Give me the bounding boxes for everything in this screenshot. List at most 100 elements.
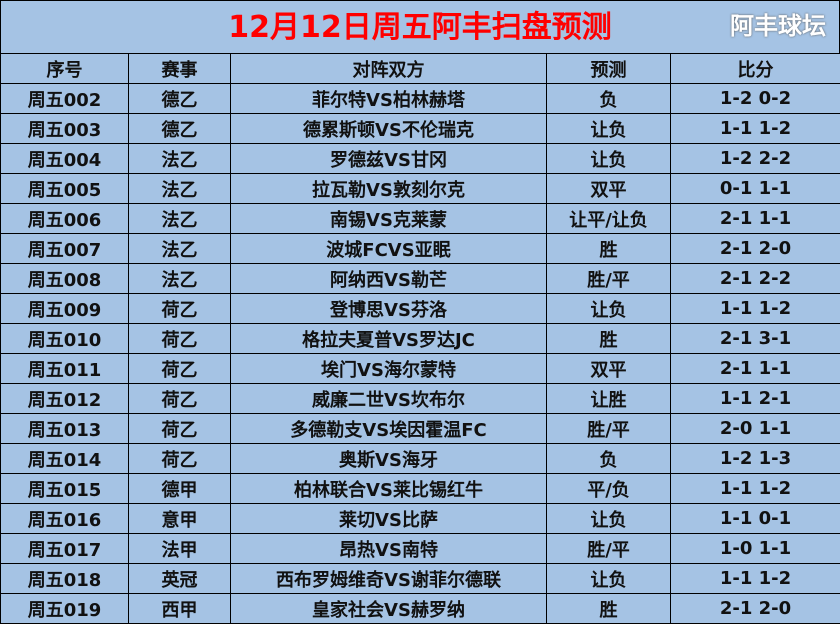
matchup-cell: 多德勒支VS埃因霍温FC [230,413,547,444]
prediction-cell: 让胜 [546,383,671,414]
league-cell: 法乙 [128,263,231,294]
match-index-cell: 周五005 [0,173,129,204]
header-row: 序号 赛事 对阵双方 预测 比分 [0,53,840,84]
header-index: 序号 [0,53,129,84]
score-cell: 1-0 1-1 [670,533,840,564]
league-cell: 法甲 [128,533,231,564]
league-cell: 荷乙 [128,323,231,354]
score-cell: 2-1 2-0 [670,233,840,264]
prediction-cell: 胜 [546,233,671,264]
table-row: 周五009 荷乙 登博思VS芬洛 让负 1-1 1-2 [0,293,840,324]
score-cell: 1-1 1-2 [670,113,840,144]
score-cell: 1-2 1-3 [670,443,840,474]
header-score: 比分 [670,53,840,84]
prediction-cell: 负 [546,83,671,114]
league-cell: 意甲 [128,503,231,534]
prediction-table: 序号 赛事 对阵双方 预测 比分 周五002 德乙 菲尔特VS柏林赫塔负 1-2 0-… [0,53,840,624]
table-row: 周五012 荷乙 威廉二世VS坎布尔 让胜 1-1 2-1 [0,383,840,414]
prediction-cell: 让负 [546,293,671,324]
league-cell: 西甲 [128,593,231,624]
matchup-cell: 皇家社会VS赫罗纳 [230,593,547,624]
prediction-cell: 胜 [546,593,671,624]
table-row: 周五007 法乙 波城FCVS亚眠胜 2-1 2-0 [0,233,840,264]
table-row: 周五013 荷乙 多德勒支VS埃因霍温FC 胜/平 2-0 1-1 [0,413,840,444]
match-index-cell: 周五008 [0,263,129,294]
prediction-cell: 让负 [546,143,671,174]
match-index-cell: 周五013 [0,413,129,444]
league-cell: 荷乙 [128,383,231,414]
score-cell: 1-1 1-2 [670,473,840,504]
matchup-cell: 奥斯VS海牙 [230,443,547,474]
league-cell: 德乙 [128,113,231,144]
table-row: 周五004 法乙 罗德兹VS甘冈 让负 1-2 2-2 [0,143,840,174]
match-index-cell: 周五018 [0,563,129,594]
league-cell: 法乙 [128,143,231,174]
prediction-cell: 胜/平 [546,413,671,444]
prediction-cell: 胜/平 [546,533,671,564]
match-index-cell: 周五007 [0,233,129,264]
match-index-cell: 周五002 [0,83,129,114]
prediction-cell: 让平/让负 [546,203,671,234]
header-league: 赛事 [128,53,231,84]
prediction-cell: 让负 [546,113,671,144]
score-cell: 2-1 3-1 [670,323,840,354]
score-cell: 2-1 1-1 [670,203,840,234]
league-cell: 法乙 [128,173,231,204]
matchup-cell: 昂热VS南特 [230,533,547,564]
matchup-cell: 格拉夫夏普VS罗达JC [230,323,547,354]
match-index-cell: 周五019 [0,593,129,624]
table-row: 周五002 德乙 菲尔特VS柏林赫塔负 1-2 0-2 [0,83,840,114]
matchup-cell: 柏林联合VS莱比锡红牛 [230,473,547,504]
match-index-cell: 周五012 [0,383,129,414]
prediction-cell: 平/负 [546,473,671,504]
matchup-cell: 登博思VS芬洛 [230,293,547,324]
prediction-cell: 双平 [546,353,671,384]
matchup-cell: 阿纳西VS勒芒 [230,263,547,294]
league-cell: 荷乙 [128,413,231,444]
table-row: 周五018 英冠 西布罗姆维奇VS谢菲尔德联 让负 1-1 1-2 [0,563,840,594]
table-row: 周五011 荷乙 埃门VS海尔蒙特 双平 2-1 1-1 [0,353,840,384]
watermark-logo: 阿丰球坛 [730,12,826,40]
matchup-cell: 西布罗姆维奇VS谢菲尔德联 [230,563,547,594]
prediction-cell: 负 [546,443,671,474]
page-title: 12月12日周五阿丰扫盘预测 [0,0,840,53]
matchup-cell: 莱切VS比萨 [230,503,547,534]
score-cell: 1-1 1-2 [670,563,840,594]
table-row: 周五016 意甲 莱切VS比萨 让负 1-1 0-1 [0,503,840,534]
score-cell: 1-1 2-1 [670,383,840,414]
header-match: 对阵双方 [230,53,547,84]
table-row: 周五008 法乙 阿纳西VS勒芒 胜/平 2-1 2-2 [0,263,840,294]
table-row: 周五003 德乙 德累斯顿VS不伦瑞克 让负 1-1 1-2 [0,113,840,144]
match-index-cell: 周五009 [0,293,129,324]
table-row: 周五010 荷乙 格拉夫夏普VS罗达JC 胜 2-1 3-1 [0,323,840,354]
prediction-cell: 让负 [546,503,671,534]
table-row: 周五014 荷乙 奥斯VS海牙负 1-2 1-3 [0,443,840,474]
league-cell: 荷乙 [128,353,231,384]
table-row: 周五019 西甲 皇家社会VS赫罗纳胜 2-1 2-0 [0,593,840,624]
match-index-cell: 周五016 [0,503,129,534]
matchup-cell: 菲尔特VS柏林赫塔 [230,83,547,114]
score-cell: 0-1 1-1 [670,173,840,204]
league-cell: 德乙 [128,83,231,114]
score-cell: 1-1 1-2 [670,293,840,324]
score-cell: 2-1 1-1 [670,353,840,384]
matchup-cell: 威廉二世VS坎布尔 [230,383,547,414]
match-index-cell: 周五006 [0,203,129,234]
table-row: 周五006 法乙 南锡VS克莱蒙 让平/让负 2-1 1-1 [0,203,840,234]
matchup-cell: 南锡VS克莱蒙 [230,203,547,234]
score-cell: 1-2 0-2 [670,83,840,114]
match-index-cell: 周五017 [0,533,129,564]
score-cell: 2-1 2-2 [670,263,840,294]
prediction-cell: 让负 [546,563,671,594]
league-cell: 法乙 [128,203,231,234]
score-cell: 2-0 1-1 [670,413,840,444]
league-cell: 德甲 [128,473,231,504]
matchup-cell: 埃门VS海尔蒙特 [230,353,547,384]
match-index-cell: 周五004 [0,143,129,174]
prediction-cell: 胜 [546,323,671,354]
score-cell: 2-1 2-0 [670,593,840,624]
score-cell: 1-2 2-2 [670,143,840,174]
matchup-cell: 波城FCVS亚眠 [230,233,547,264]
table-row: 周五005 法乙 拉瓦勒VS敦刻尔克 双平 0-1 1-1 [0,173,840,204]
match-index-cell: 周五011 [0,353,129,384]
